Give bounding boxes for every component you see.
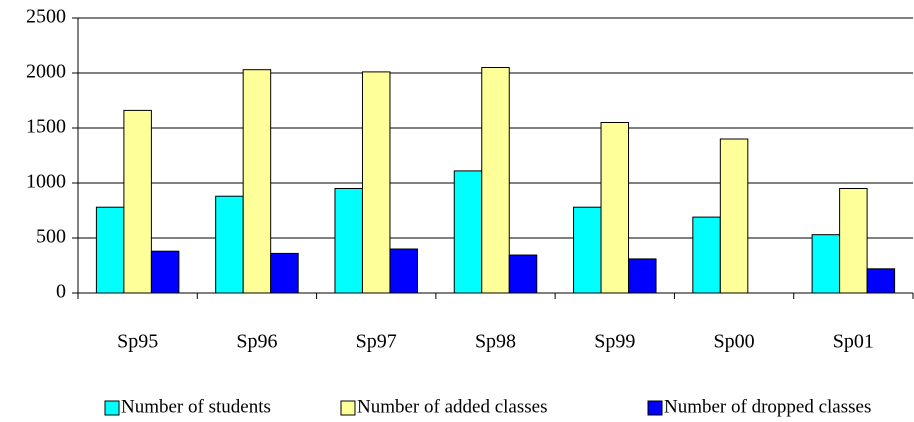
bar xyxy=(453,170,483,294)
x-tick-label: Sp01 xyxy=(833,331,874,353)
legend-swatch xyxy=(340,400,356,416)
bar xyxy=(334,188,363,294)
x-tick-label: Sp98 xyxy=(475,331,516,353)
legend-label: Number of students xyxy=(121,396,271,417)
bar xyxy=(361,71,391,294)
legend-label: Number of dropped classes xyxy=(664,396,871,417)
bar xyxy=(839,188,868,294)
y-tick-label: 500 xyxy=(36,226,66,248)
x-tick-label: Sp00 xyxy=(714,331,755,353)
bar xyxy=(242,69,272,294)
legend-label: Number of added classes xyxy=(357,396,547,417)
bar xyxy=(719,138,749,294)
legend-swatch xyxy=(104,400,120,416)
bar xyxy=(573,206,602,294)
bar xyxy=(389,248,418,294)
bar xyxy=(481,67,510,294)
legend-swatch xyxy=(647,400,663,416)
x-tick-label: Sp97 xyxy=(356,331,397,353)
y-tick-label: 2500 xyxy=(26,6,66,28)
bar xyxy=(215,195,244,294)
bar xyxy=(123,109,152,294)
bar xyxy=(508,254,538,294)
y-tick-label: 1500 xyxy=(26,116,66,138)
y-tick-label: 1000 xyxy=(26,171,66,193)
bar xyxy=(811,234,841,294)
y-tick-label: 0 xyxy=(56,281,66,303)
bar xyxy=(866,268,896,294)
bar xyxy=(95,206,125,294)
bar xyxy=(692,216,721,294)
bar xyxy=(150,250,180,294)
x-tick-label: Sp95 xyxy=(117,331,158,353)
bar xyxy=(628,258,657,294)
x-tick-label: Sp99 xyxy=(594,331,635,353)
y-tick-label: 2000 xyxy=(26,61,66,83)
bar xyxy=(270,252,299,294)
bar xyxy=(600,122,630,294)
x-tick-label: Sp96 xyxy=(236,331,277,353)
